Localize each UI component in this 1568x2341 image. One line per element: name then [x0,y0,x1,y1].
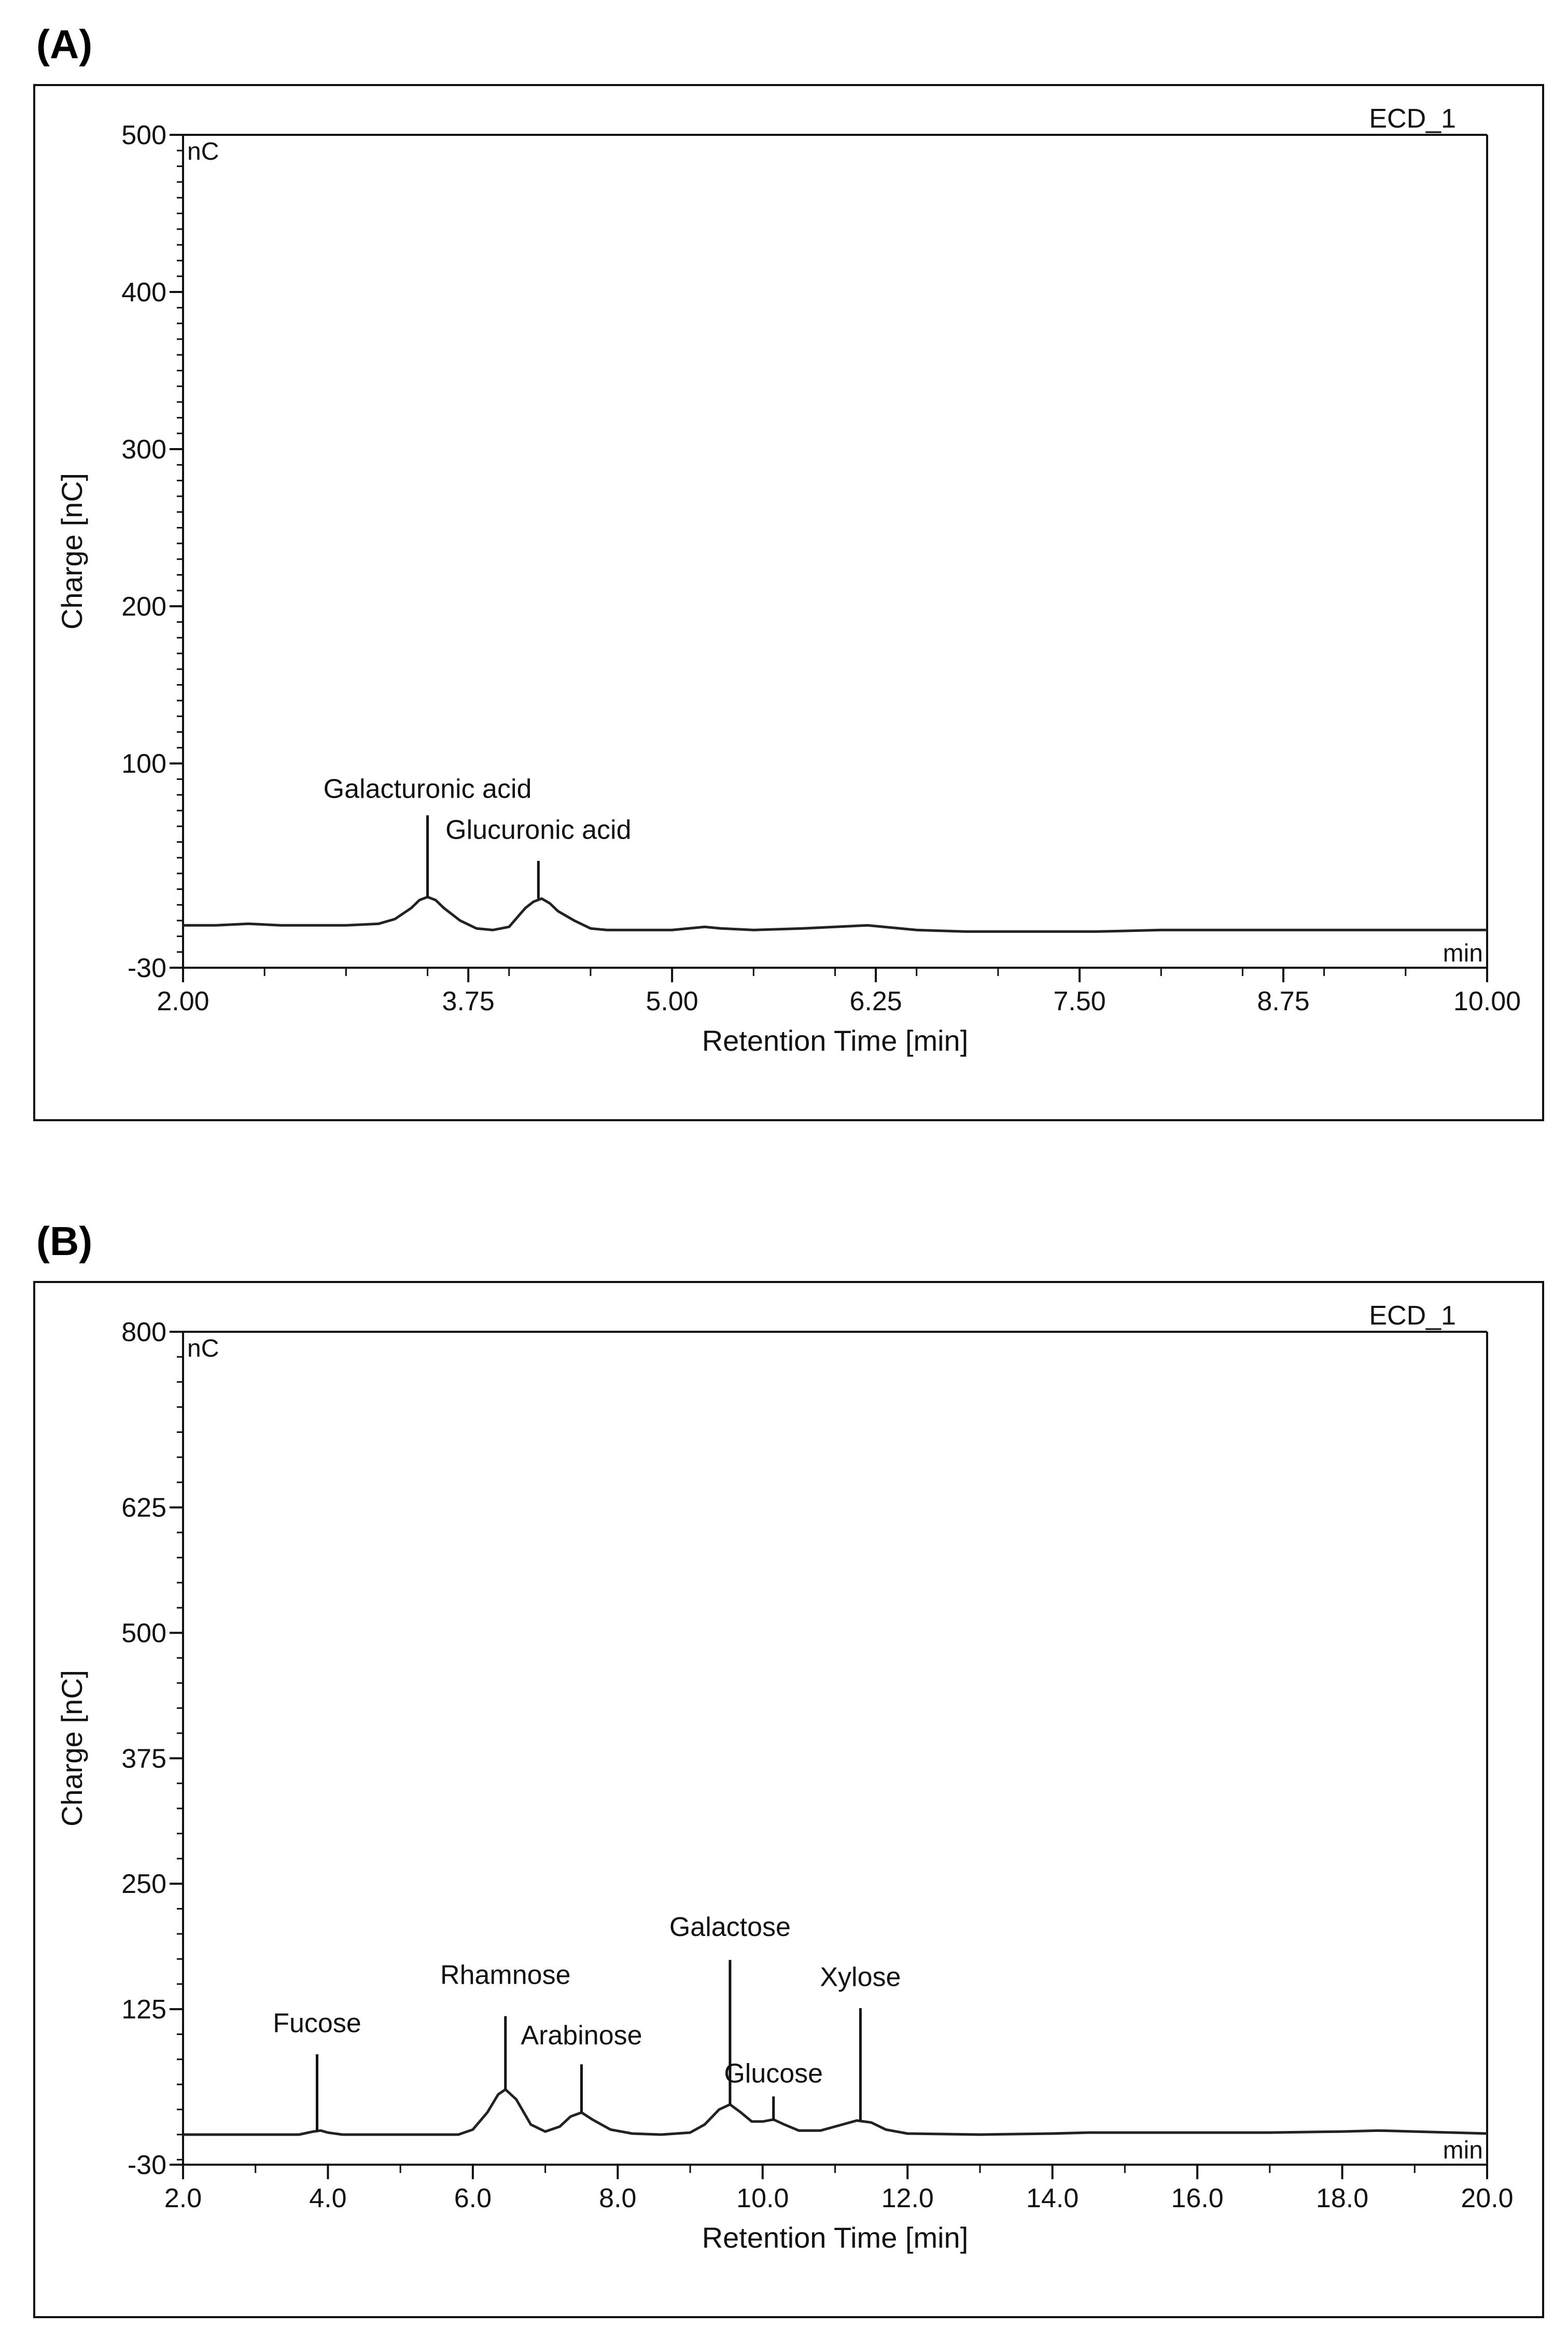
peak-label: Xylose [820,1962,901,1992]
chromatogram-trace [183,2088,1488,2136]
x-tick-label: 18.0 [1316,2183,1368,2213]
y-unit-label: nC [187,1335,219,1362]
x-tick-label: 7.50 [1053,986,1105,1016]
x-tick-label: 3.75 [442,986,495,1016]
y-tick-label: 200 [121,592,166,622]
y-axis-title: Charge [nC] [55,1670,88,1827]
peak-label: Arabinose [521,2020,642,2051]
x-tick-label: 4.0 [309,2183,346,2213]
x-unit-label: min [1443,940,1483,967]
panel-label-a: (A) [36,21,93,67]
chromatogram-trace [183,896,1487,933]
x-tick-label: 14.0 [1026,2183,1079,2213]
x-tick-label: 5.00 [646,986,698,1016]
y-tick-label: 400 [121,277,166,308]
x-tick-label: 2.00 [157,986,209,1016]
peak-label: Galacturonic acid [324,774,532,804]
trace-name-label: ECD_1 [1369,104,1456,134]
y-tick-label: 800 [121,1317,166,1347]
chromatogram-chart-a: 500 400 300 200 100 -302.00 3.75 5.00 6.25 7.50 8.… [55,104,1521,1057]
panel-label-b: (B) [36,1218,93,1264]
x-tick-label: 6.0 [454,2183,492,2213]
x-tick-label: 8.75 [1257,986,1309,1016]
y-tick-label: 375 [121,1744,166,1774]
chart-frame-a: 500 400 300 200 100 -30 2.00 3.75 5.00 6.25 7.50 8.… [33,84,1544,1121]
peak-label: Galactose [669,1912,791,1942]
x-tick-label: 2.0 [164,2183,202,2213]
x-tick-label: 16.0 [1171,2183,1224,2213]
y-tick-label: 500 [121,1618,166,1648]
peak-label: Glucuronic acid [445,815,631,845]
y-tick-label: 250 [121,1869,166,1899]
y-axis-title: Charge [nC] [55,473,88,630]
x-axis-title: Retention Time [min] [702,2221,969,2254]
y-tick-label: -30 [128,2150,166,2180]
x-axis-title: Retention Time [min] [702,1024,969,1057]
x-tick-label: 20.0 [1461,2183,1513,2213]
y-tick-label: 100 [121,749,166,779]
x-unit-label: min [1443,2137,1483,2164]
peak-label: Glucose [724,2058,823,2088]
y-unit-label: nC [187,138,219,165]
x-tick-label: 8.0 [599,2183,636,2213]
x-tick-label: 12.0 [881,2183,934,2213]
x-tick-label: 10.00 [1453,986,1521,1016]
x-tick-label: 6.25 [849,986,902,1016]
peak-label: Fucose [273,2009,361,2039]
chromatogram-chart-b: 800 625 500 375 250 125 -302.0 4.0 6.0 8.0 10.0 12.… [55,1301,1514,2254]
y-tick-label: 300 [121,435,166,465]
trace-name-label: ECD_1 [1369,1301,1456,1331]
y-tick-label: 125 [121,1995,166,2025]
y-tick-label: 625 [121,1493,166,1523]
y-tick-label: 500 [121,120,166,150]
x-tick-label: 10.0 [736,2183,789,2213]
y-tick-label: -30 [128,953,166,983]
chart-frame-b: 800 625 500 375 250 125 -30 2.0 4.0 6.0 8.0 10.0 12.… [33,1281,1544,2318]
peak-label: Rhamnose [440,1960,570,1990]
